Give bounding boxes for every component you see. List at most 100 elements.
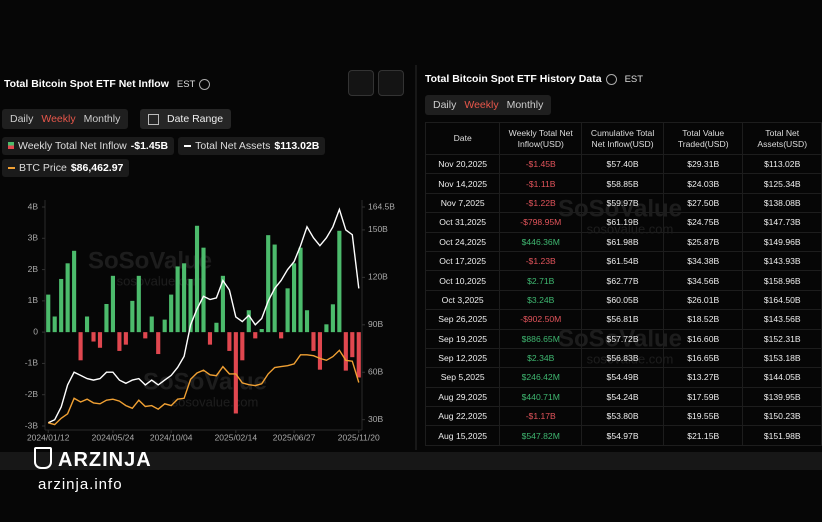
- bar: [65, 263, 70, 333]
- table-cell: $24.75B: [662, 212, 744, 233]
- table-row[interactable]: Aug 29,2025 $440.71M $54.24B $17.59B $139.95…: [424, 386, 822, 408]
- tab[interactable]: Monthly: [506, 99, 544, 111]
- bar: [207, 332, 213, 345]
- table-cell: Oct 24,2025: [424, 231, 501, 252]
- table-cell: $54.97B: [581, 425, 664, 446]
- column-header: Total Value Traded(USD): [662, 122, 744, 155]
- info-icon[interactable]: [605, 73, 617, 85]
- table-row[interactable]: Oct 24,2025 $446.36M $61.98B $25.87B $149.96…: [424, 231, 822, 252]
- table-cell: $13.27B: [662, 367, 744, 388]
- bar: [91, 332, 96, 342]
- table-row[interactable]: Oct 10,2025 $2.71B $62.77B $34.56B $158.96B: [424, 270, 822, 291]
- x-tick-label: 2024/10/04: [150, 432, 193, 442]
- table-cell: $152.31B: [742, 328, 822, 349]
- share-button[interactable]: [378, 70, 404, 96]
- bar: [317, 332, 323, 370]
- tab[interactable]: Monthly: [83, 113, 121, 125]
- bar: [259, 329, 264, 333]
- bar: [330, 304, 335, 333]
- legend-value: $86,462.97: [70, 162, 124, 174]
- table-cell: $2.71B: [499, 270, 583, 291]
- table-cell: $151.98B: [742, 425, 822, 446]
- column-header: Total Net Assets(USD): [742, 122, 822, 155]
- table-cell: $62.77B: [581, 270, 664, 291]
- fullscreen-button[interactable]: [348, 70, 374, 96]
- timezone: EST: [624, 74, 644, 85]
- table-cell: $58.85B: [581, 173, 664, 194]
- table-cell: -$1.17B: [499, 406, 583, 427]
- table-cell: $2.34B: [499, 347, 583, 369]
- table-cell: $440.71M: [499, 386, 583, 408]
- table-cell: $56.83B: [581, 347, 664, 369]
- table-row[interactable]: Sep 26,2025 -$902.50M $56.81B $18.52B $143.5…: [424, 309, 822, 330]
- column-header: Cumulative Total Net Inflow(USD): [581, 122, 664, 155]
- table-cell: $113.02B: [742, 153, 822, 175]
- table-cell: $57.40B: [581, 153, 664, 175]
- bar: [136, 275, 141, 333]
- bar: [233, 332, 238, 414]
- table-row[interactable]: Sep 12,2025 $2.34B $56.83B $16.65B $153.18B: [424, 347, 822, 369]
- y-tick-label: 1B: [28, 295, 39, 305]
- bar: [253, 332, 258, 339]
- table-cell: Sep 19,2025: [424, 328, 501, 349]
- line: [48, 349, 360, 426]
- bar: [201, 247, 206, 333]
- table-row[interactable]: Sep 19,2025 $886.65M $57.72B $16.60B $152.31…: [424, 328, 822, 349]
- table-row[interactable]: Aug 22,2025 -$1.17B $53.80B $19.55B $150.23B: [424, 406, 822, 427]
- bar: [143, 332, 148, 339]
- header-row: Date Weekly Total Net Inflow(USD) Cumulati…: [424, 122, 822, 155]
- table-wrap: Date Weekly Total Net Inflow(USD) Cumulati…: [424, 122, 822, 446]
- table-cell: $139.95B: [742, 386, 822, 408]
- legend-row-1: Weekly Total Net Inflow -$1.45B Total Net…: [2, 137, 326, 155]
- chart-header: Total Bitcoin Spot ETF Net Inflow EST: [4, 78, 211, 90]
- table-row[interactable]: Oct 31,2025 -$798.95M $61.19B $24.75B $147.7…: [424, 212, 822, 233]
- table-cell: $18.52B: [662, 309, 744, 330]
- y-tick-label: -1B: [25, 358, 39, 368]
- y-tick-label: 4B: [28, 201, 39, 211]
- tab[interactable]: Daily: [433, 99, 457, 111]
- table-cell: Sep 26,2025: [424, 309, 501, 330]
- bar: [59, 278, 64, 333]
- y2-tick-label: 60B: [368, 366, 383, 376]
- table-cell: Sep 5,2025: [424, 367, 501, 388]
- table-cell: Oct 17,2025: [424, 250, 501, 272]
- table-cell: $149.96B: [742, 231, 822, 252]
- y2-tick-label: 150B: [368, 224, 388, 234]
- legend-label: Total Net Assets: [195, 140, 271, 152]
- bar: [356, 332, 361, 378]
- legend-value: -$1.45B: [130, 140, 169, 152]
- table-cell: Nov 14,2025: [424, 173, 501, 194]
- bar: [246, 310, 251, 333]
- table-row[interactable]: Oct 17,2025 -$1.23B $61.54B $34.38B $143.93B: [424, 250, 822, 272]
- bar: [182, 263, 187, 333]
- date-range-button[interactable]: Date Range: [140, 109, 232, 129]
- table-cell: $53.80B: [581, 406, 664, 427]
- table-row[interactable]: Nov 14,2025 -$1.11B $58.85B $24.03B $125.34B: [424, 173, 822, 194]
- tab[interactable]: Weekly: [464, 99, 499, 111]
- legend-item[interactable]: Weekly Total Net Inflow -$1.45B: [2, 137, 175, 155]
- bar: [117, 332, 122, 351]
- bar: [350, 332, 355, 358]
- legend-label: Weekly Total Net Inflow: [18, 140, 127, 152]
- legend-value: $113.02B: [274, 140, 320, 152]
- bar: [149, 316, 154, 333]
- table-row[interactable]: Sep 5,2025 $246.42M $54.49B $13.27B $144.05B: [424, 367, 822, 388]
- table-cell: $16.65B: [662, 347, 744, 369]
- tab[interactable]: Weekly: [41, 113, 76, 125]
- table-header: Total Bitcoin Spot ETF History Data EST: [425, 73, 643, 85]
- table-row[interactable]: Nov 7,2025 -$1.22B $59.97B $27.50B $138.08B: [424, 192, 822, 214]
- column-header: Date: [424, 122, 501, 155]
- legend-item[interactable]: Total Net Assets $113.02B: [178, 137, 326, 155]
- table-cell: $150.23B: [742, 406, 822, 427]
- legend-item[interactable]: BTC Price $86,462.97: [2, 159, 130, 177]
- table-row[interactable]: Oct 3,2025 $3.24B $60.05B $26.01B $164.50B: [424, 289, 822, 311]
- info-icon[interactable]: [199, 78, 211, 90]
- bar: [227, 332, 232, 351]
- table-cell: $19.55B: [662, 406, 744, 427]
- table-row[interactable]: Aug 15,2025 $547.82M $54.97B $21.15B $151.98…: [424, 425, 822, 446]
- legend-swatch: [8, 142, 14, 149]
- tab[interactable]: Daily: [10, 113, 34, 125]
- bar: [156, 332, 161, 355]
- table-cell: $61.98B: [581, 231, 664, 252]
- table-row[interactable]: Nov 20,2025 -$1.45B $57.40B $29.31B $113.02B: [424, 153, 822, 175]
